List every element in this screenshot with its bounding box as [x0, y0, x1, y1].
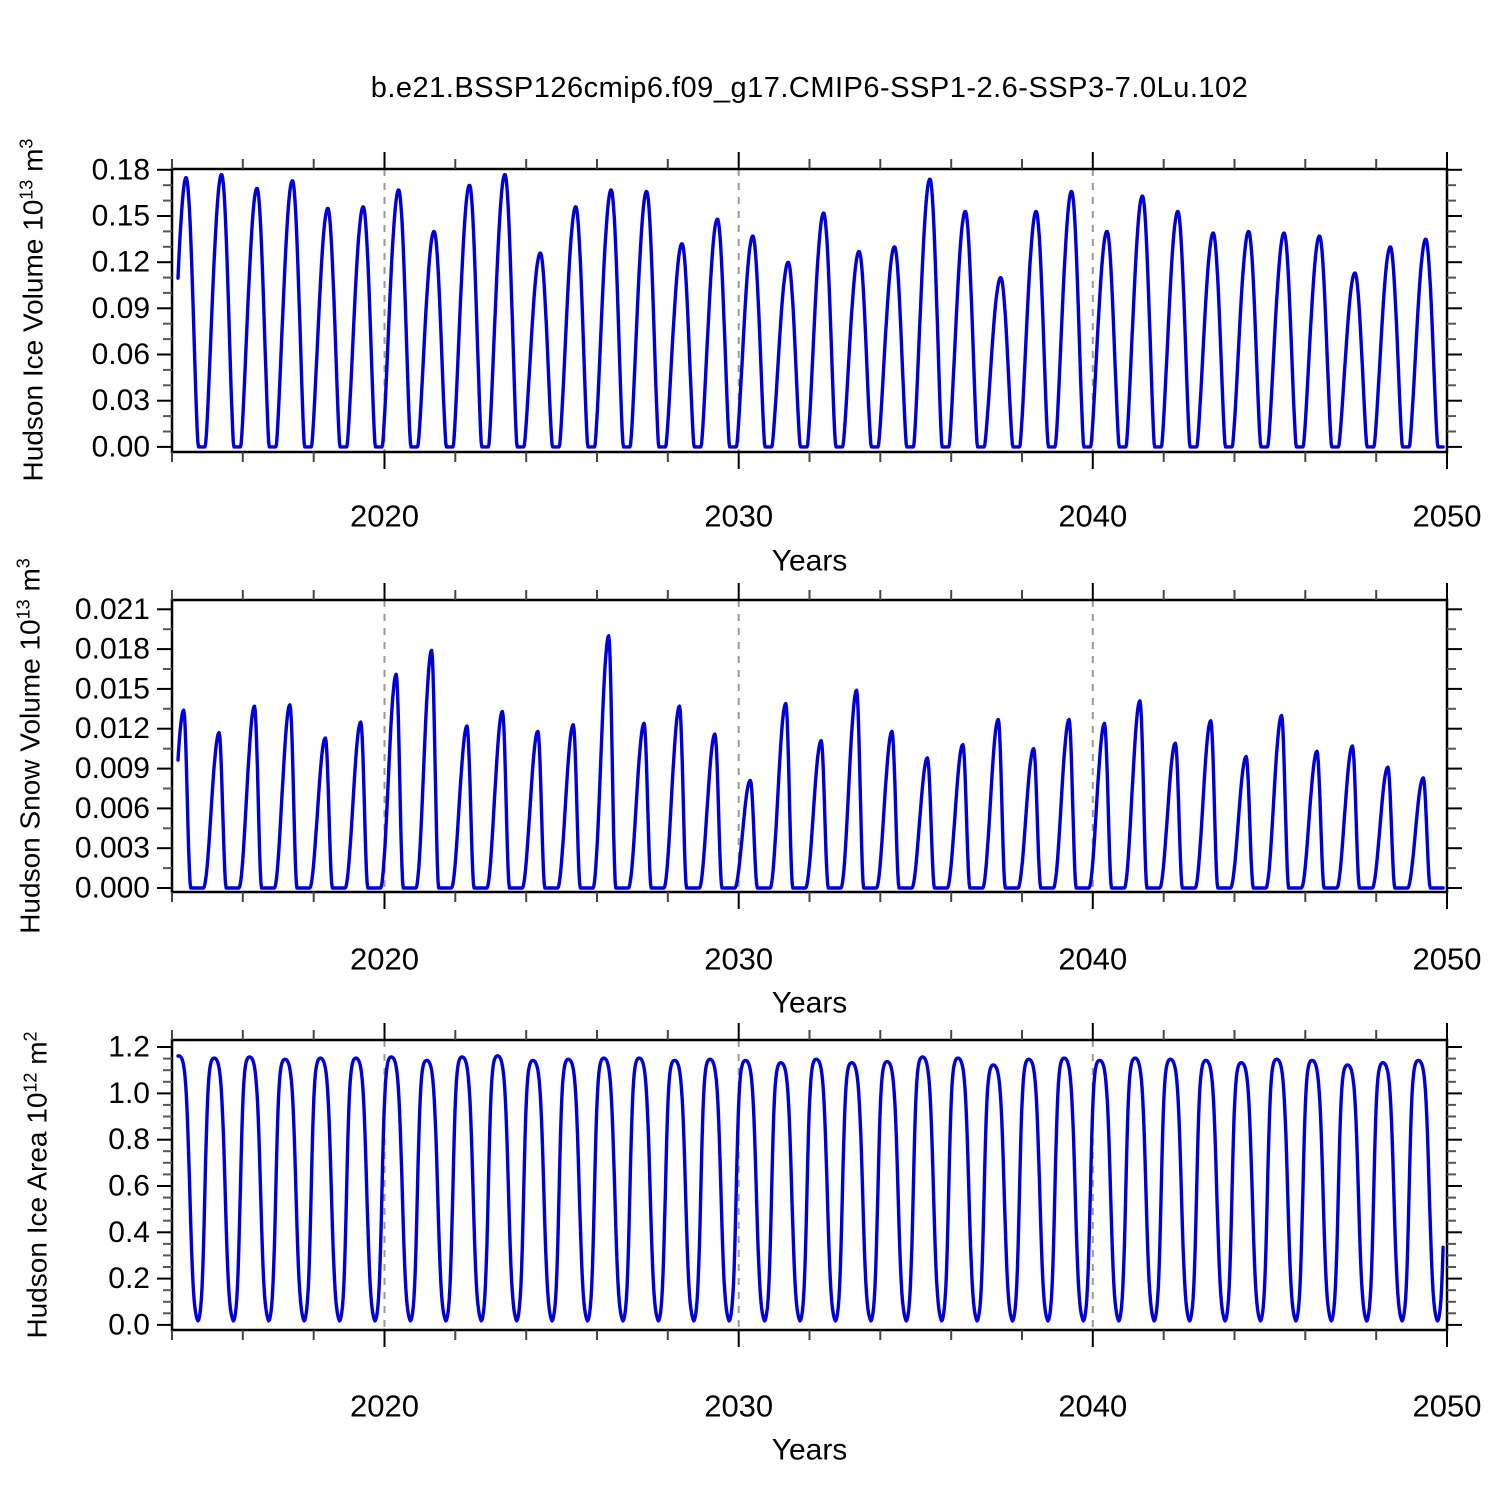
y-tick-label: 0.0	[108, 1308, 150, 1341]
y-tick-label: 0.8	[108, 1123, 150, 1156]
x-tick-label: 2040	[1058, 1389, 1127, 1424]
x-tick-label: 2040	[1058, 499, 1127, 534]
y-tick-label: 1.0	[108, 1077, 150, 1110]
x-tick-label: 2020	[350, 1389, 419, 1424]
y-tick-label: 0.2	[108, 1262, 150, 1295]
hudson-ice-volume-line	[176, 172, 1445, 449]
y-tick-label: 0.006	[75, 792, 150, 825]
y-tick-label: 0.021	[75, 593, 150, 626]
y-tick-label: 0.4	[108, 1216, 150, 1249]
x-tick-label: 2030	[704, 1389, 773, 1424]
x-tick-label: 2050	[1413, 1389, 1482, 1424]
x-tick-label: 2030	[704, 499, 773, 534]
x-tick-label: 2020	[350, 942, 419, 977]
hudson-ice-area-line	[176, 1054, 1445, 1323]
y-tick-label: 0.000	[75, 872, 150, 905]
y-tick-label: 0.15	[92, 200, 150, 233]
y-tick-label: 0.003	[75, 832, 150, 865]
y-tick-label: 0.00	[92, 430, 150, 463]
y-tick-label: 0.06	[92, 338, 150, 371]
y-tick-label: 0.009	[75, 752, 150, 785]
x-tick-label: 2020	[350, 499, 419, 534]
x-tick-label: 2030	[704, 942, 773, 977]
y-tick-label: 0.12	[92, 246, 150, 279]
y-tick-label: 0.012	[75, 712, 150, 745]
x-axis-title: Years	[772, 987, 848, 1020]
y-tick-label: 0.18	[92, 153, 150, 186]
x-tick-label: 2050	[1413, 499, 1482, 534]
x-tick-label: 2050	[1413, 942, 1482, 977]
plot-title: b.e21.BSSP126cmip6.f09_g17.CMIP6-SSP1-2.…	[370, 72, 1249, 104]
y-tick-label: 1.2	[108, 1031, 150, 1064]
x-axis-title: Years	[772, 1434, 848, 1467]
y-tick-label: 0.6	[108, 1170, 150, 1203]
y-tick-label: 0.03	[92, 384, 150, 417]
hudson-snow-volume-line	[176, 634, 1445, 890]
y-tick-label: 0.018	[75, 633, 150, 666]
y-tick-label: 0.015	[75, 672, 150, 705]
y-tick-label: 0.09	[92, 292, 150, 325]
x-tick-label: 2040	[1058, 942, 1127, 977]
x-axis-title: Years	[772, 545, 848, 578]
